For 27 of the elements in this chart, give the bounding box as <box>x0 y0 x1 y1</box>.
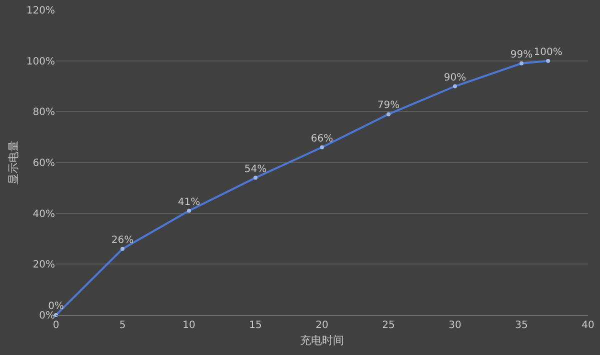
data-label: 0% <box>48 301 64 312</box>
data-label: 26% <box>111 234 134 246</box>
data-label: 99% <box>510 49 533 60</box>
x-tick-label: 5 <box>119 320 126 331</box>
y-tick-label: 60% <box>32 158 55 169</box>
y-tick-label: 80% <box>32 107 55 118</box>
x-tick-label: 30 <box>448 320 462 331</box>
x-tick-label: 0 <box>52 320 60 331</box>
data-label: 54% <box>244 164 267 175</box>
data-label: 79% <box>377 100 400 112</box>
y-axis-title: 显示电量 <box>7 140 20 184</box>
y-tick-label: 0% <box>39 310 55 322</box>
x-axis-title: 充电时间 <box>300 334 344 348</box>
x-tick-label: 25 <box>382 320 395 331</box>
x-tick-label: 10 <box>182 320 196 331</box>
data-label: 90% <box>444 72 466 84</box>
y-tick-label: 40% <box>32 208 55 220</box>
data-label: 100% <box>534 46 562 58</box>
data-label: 66% <box>310 133 334 144</box>
x-tick-label: 40 <box>582 320 594 331</box>
x-tick-label: 35 <box>515 320 528 331</box>
x-tick-label: 20 <box>316 320 328 331</box>
data-label: 41% <box>178 196 200 208</box>
y-tick-label: 100% <box>26 56 55 68</box>
y-tick-label: 20% <box>32 260 55 271</box>
y-tick-label: 120% <box>26 6 55 16</box>
x-tick-label: 15 <box>249 320 262 331</box>
